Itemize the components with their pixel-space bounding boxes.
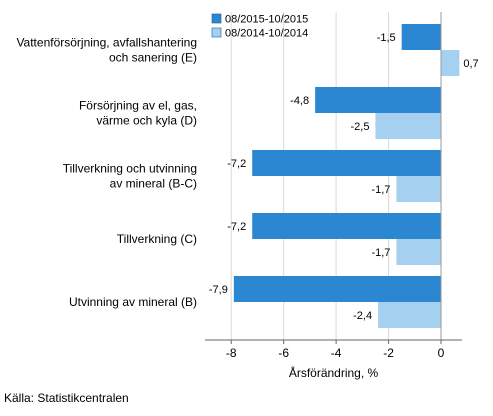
bar-chart: -1,50,7-4,8-2,5-7,2-1,7-7,2-1,7-7,9-2,4 …: [16, 12, 479, 380]
value-label: -4,8: [290, 95, 309, 107]
x-tick-label: -2: [383, 346, 394, 360]
value-label: -2,4: [353, 310, 372, 322]
value-label: 0,7: [463, 58, 478, 70]
bar-1-5: [233, 276, 442, 302]
value-label: -1,5: [377, 32, 396, 44]
value-labels: -1,5 0,7 -4,8 -2,5 -7,2 -1,7 -7,2 -1,7 -7,9 -2,4: [209, 32, 479, 322]
x-tick-label: 0: [438, 346, 445, 360]
bar-2-1: [441, 50, 460, 76]
x-tick-label: -8: [226, 346, 237, 360]
category-label: Utvinning av mineral (B): [69, 295, 197, 309]
value-label: -1,7: [371, 247, 390, 259]
bar-2-5: [378, 302, 442, 328]
category-label: Försörjning av el, gas,: [79, 99, 197, 113]
source-note: Källa: Statistikcentralen: [4, 391, 129, 405]
bar-2-4: [396, 239, 442, 265]
bar-2-3: [396, 176, 442, 202]
legend-label-2: 08/2014-10/2014: [225, 28, 308, 40]
x-axis: -8 -6 -4 -2 0 Årsförändring, %: [205, 12, 462, 380]
category-label: Tillverkning (C): [117, 232, 197, 246]
value-label: -7,9: [209, 284, 228, 296]
bar-2-2: [375, 113, 442, 139]
legend-label-1: 08/2015-10/2015: [225, 14, 308, 26]
x-tick-label: -4: [331, 346, 342, 360]
category-label: Vattenförsörjning, avfallshantering: [16, 36, 197, 50]
bar-1-3: [252, 150, 442, 176]
category-label: Tillverkning och utvinning: [63, 162, 197, 176]
legend-swatch-2: [211, 27, 222, 38]
value-label: -7,2: [227, 221, 246, 233]
x-tick-label: -6: [278, 346, 289, 360]
category-label: värme och kyla (D): [96, 114, 197, 128]
value-label: -7,2: [227, 158, 246, 170]
legend: 08/2015-10/2015 08/2014-10/2014: [211, 13, 308, 40]
category-label: av mineral (B-C): [110, 177, 197, 191]
category-label: och sanering (E): [109, 51, 197, 65]
bar-1-1: [401, 24, 442, 50]
bar-1-2: [315, 87, 442, 113]
value-label: -2,5: [350, 121, 369, 133]
value-label: -1,7: [371, 184, 390, 196]
bars: [233, 24, 460, 328]
x-axis-title: Årsförändring, %: [289, 365, 379, 380]
legend-swatch-1: [211, 13, 222, 24]
bar-1-4: [252, 213, 442, 239]
